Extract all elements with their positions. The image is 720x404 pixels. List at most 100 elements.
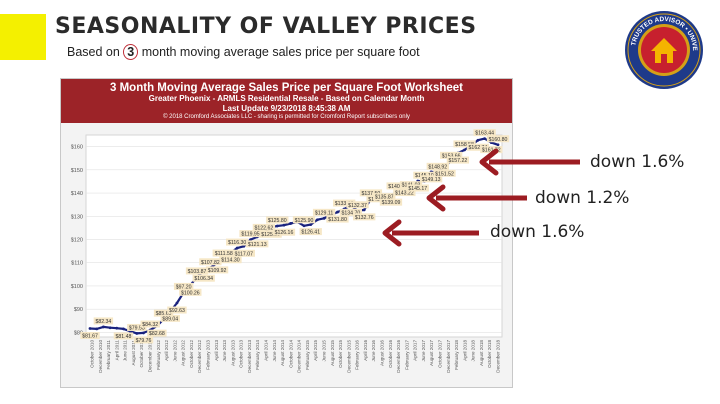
data-label-bg	[486, 135, 510, 143]
subtitle-prefix: Based on	[67, 45, 124, 59]
data-label-bg	[232, 249, 255, 257]
data-label-bg	[239, 230, 262, 238]
x-tick-label: February 2012	[156, 340, 161, 370]
data-point	[135, 332, 139, 335]
data-label-bg	[440, 151, 463, 159]
x-tick-label: February 2015	[305, 340, 310, 370]
data-label: $149.13	[422, 177, 441, 183]
data-label: $121.13	[248, 242, 267, 248]
data-label-bg	[80, 331, 100, 339]
data-point	[362, 208, 366, 212]
down-arrow-2	[426, 184, 527, 212]
data-label: $103.87	[188, 269, 207, 275]
data-label-bg	[246, 240, 269, 248]
data-point	[483, 137, 487, 141]
data-label-bg	[326, 215, 349, 223]
data-label-bg	[386, 182, 409, 190]
data-label-bg	[252, 223, 276, 231]
data-point	[496, 143, 500, 147]
data-point	[88, 327, 92, 330]
x-tick-label: December 2015	[346, 340, 351, 373]
data-label: $160.80	[489, 137, 508, 143]
data-point	[336, 210, 339, 214]
data-label: $153.66	[442, 153, 461, 159]
data-label-bg	[339, 208, 363, 216]
x-tick-label: December 2018	[496, 340, 501, 373]
y-tick-label: $140	[71, 191, 83, 197]
x-tick-label: April 2015	[313, 340, 318, 361]
data-point	[249, 238, 252, 241]
data-point	[242, 244, 246, 248]
worksheet-title: 3 Month Moving Average Sales Price per S…	[110, 82, 463, 94]
data-label-bg	[393, 189, 416, 197]
x-tick-label: August 2011	[131, 340, 136, 366]
data-label: $134.70	[341, 210, 360, 216]
data-label-bg	[127, 323, 147, 331]
data-point	[122, 327, 125, 331]
x-tick-label: June 2015	[322, 340, 327, 362]
data-label: $106.34	[194, 276, 213, 282]
data-label-bg	[433, 169, 456, 177]
data-label: $131.80	[328, 217, 347, 223]
data-point	[316, 218, 319, 222]
x-tick-label: February 2013	[206, 340, 211, 370]
x-tick-label: August 2018	[479, 340, 484, 366]
x-tick-label: August 2014	[280, 340, 285, 366]
data-label: $125.28	[261, 232, 280, 238]
data-label-bg	[413, 171, 436, 179]
data-point	[235, 246, 239, 250]
data-point	[115, 326, 119, 330]
subtitle-circled-number: 3	[123, 44, 139, 60]
x-tick-label: June 2011	[123, 340, 128, 362]
data-label: $111.58	[215, 251, 233, 257]
data-label: $151.52	[435, 171, 454, 177]
x-tick-label: April 2017	[413, 340, 418, 361]
data-label-bg	[160, 314, 180, 322]
data-label: $117.07	[235, 251, 253, 257]
y-tick-label: $120	[71, 237, 83, 243]
annotation-down-1: down 1.6%	[590, 152, 685, 172]
worksheet-subtitle: Greater Phoenix - ARMLS Residential Resa…	[148, 94, 425, 103]
data-point	[309, 223, 313, 226]
x-tick-label: December 2016	[396, 340, 401, 373]
data-label-bg	[426, 162, 449, 170]
data-label-bg	[219, 256, 242, 264]
data-label-bg	[173, 282, 194, 290]
y-tick-label: $130	[71, 214, 83, 220]
y-tick-label: $160	[71, 145, 83, 151]
x-tick-label: June 2013	[222, 340, 227, 362]
y-tick-label: $90	[74, 307, 83, 313]
data-label: $132.37	[348, 203, 367, 209]
x-tick-label: October 2014	[288, 340, 293, 368]
data-point	[101, 325, 105, 329]
data-label: $140.48	[388, 184, 407, 190]
data-label: $132.76	[355, 215, 374, 221]
data-label-bg	[359, 189, 383, 197]
worksheet-update-time: Last Update 9/23/2018 8:45:38 AM	[222, 103, 351, 113]
data-label: $79.76	[136, 338, 152, 344]
x-tick-label: October 2016	[388, 340, 393, 368]
data-label: $161.72	[482, 148, 501, 154]
price-chart: $80 $90 $100 $110 $120 $130 $140 $150 $160 Octobe…	[71, 129, 510, 373]
down-arrow-1	[479, 148, 580, 176]
x-tick-label: October 2010	[90, 340, 95, 368]
data-label: $129.11	[315, 210, 333, 216]
x-tick-label: June 2017	[421, 340, 426, 362]
x-tick-label: December 2010	[98, 340, 103, 373]
worksheet-header: 3 Month Moving Average Sales Price per S…	[61, 79, 512, 123]
worksheet-copyright: © 2018 Cromford Associates LLC - sharing…	[163, 114, 410, 120]
data-label-bg	[446, 156, 470, 164]
data-label-bg	[480, 146, 503, 154]
university-seal-logo: TRUSTED ADVISOR • UNIVERSITY	[624, 10, 703, 89]
data-label-bg	[179, 288, 202, 296]
data-label: $139.09	[382, 200, 401, 206]
data-label: $100.26	[181, 290, 200, 296]
x-tick-label: August 2016	[380, 340, 385, 366]
x-tick-label: June 2012	[172, 340, 177, 362]
x-tick-label: December 2011	[148, 340, 153, 373]
data-label: $125.80	[268, 218, 287, 224]
x-tick-label: June 2014	[272, 340, 277, 362]
data-label: $143.22	[395, 191, 414, 197]
x-tick-label: February 2014	[255, 340, 260, 370]
